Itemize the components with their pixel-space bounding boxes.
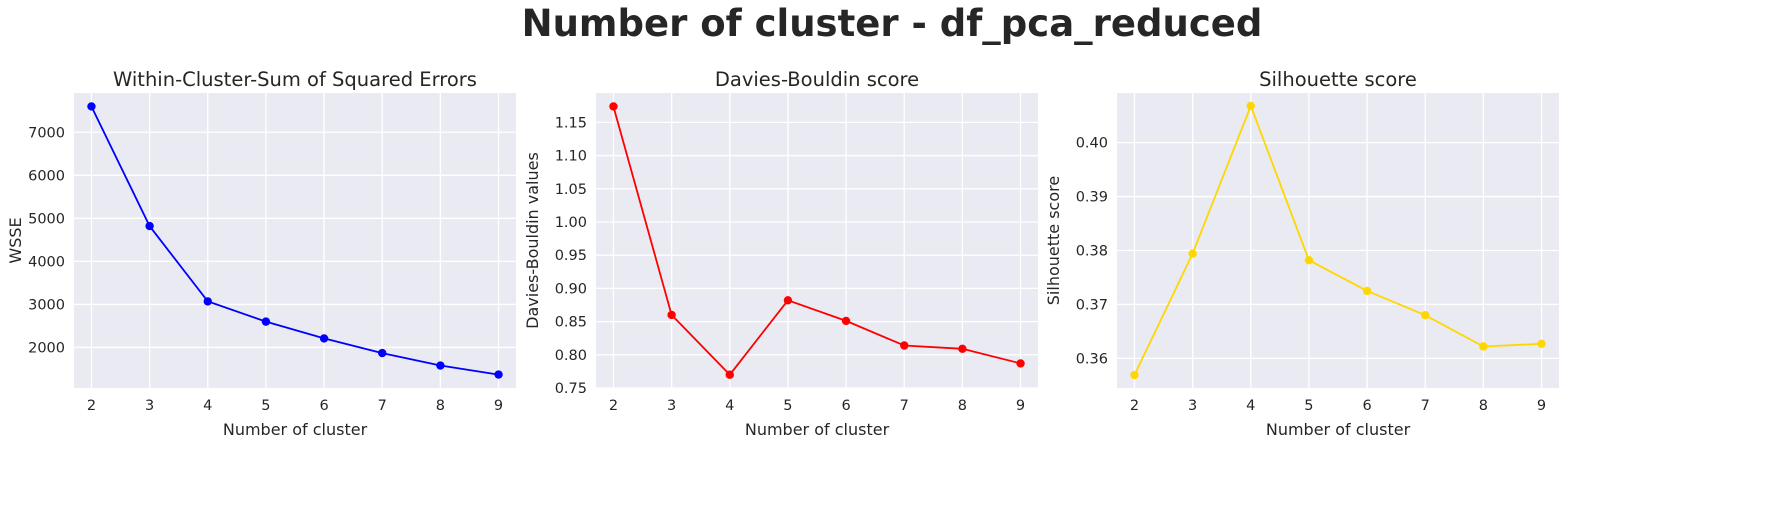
y-tick-label: 0.80	[555, 348, 587, 364]
data-point	[725, 370, 734, 379]
data-point	[1537, 339, 1546, 348]
x-tick-label: 3	[145, 398, 154, 414]
data-point	[1016, 359, 1025, 368]
x-tick-label: 6	[1362, 398, 1371, 414]
x-tick-label: 9	[494, 398, 503, 414]
data-point	[958, 344, 967, 354]
data-point	[1362, 286, 1372, 296]
y-tick-label: 1.10	[555, 149, 587, 165]
x-axis-label: Number of cluster	[1266, 420, 1411, 439]
plot-area-2	[596, 93, 1038, 388]
x-tick-label: 5	[783, 398, 792, 414]
y-tick-label: 0.85	[555, 315, 587, 331]
x-tick-label: 7	[900, 398, 909, 414]
data-point	[145, 221, 154, 231]
y-tick-label: 1.00	[555, 215, 587, 231]
y-tick-label: 0.36	[1076, 351, 1108, 367]
x-tick-label: 8	[436, 398, 445, 414]
panel-title: Within-Cluster-Sum of Squared Errors	[113, 68, 477, 91]
panel-title: Davies-Bouldin score	[715, 68, 919, 91]
series-line	[612, 106, 1021, 377]
y-tick-label: 0.38	[1076, 243, 1108, 259]
x-tick-label: 6	[319, 398, 328, 414]
y-tick-label: 0.40	[1076, 136, 1108, 152]
y-tick-label: 6000	[28, 168, 65, 184]
x-tick-label: 2	[87, 398, 96, 414]
x-tick-label: 9	[1537, 398, 1546, 414]
data-point	[319, 334, 329, 343]
data-point	[667, 310, 676, 320]
series-line	[90, 106, 499, 376]
x-axis-label: Number of cluster	[745, 420, 890, 439]
plot-area-3	[1117, 93, 1559, 388]
x-tick-label: 2	[1130, 398, 1139, 414]
data-point	[900, 341, 909, 350]
data-point	[203, 297, 212, 306]
x-tick-label: 4	[725, 398, 734, 414]
y-tick-label: 0.90	[555, 281, 587, 297]
x-tick-label: 9	[1016, 398, 1025, 414]
data-point	[378, 348, 387, 358]
x-tick-label: 8	[958, 398, 967, 414]
y-tick-label: 0.39	[1076, 190, 1108, 206]
y-tick-label: 0.37	[1076, 297, 1108, 313]
data-point	[436, 361, 445, 370]
data-point	[1246, 101, 1255, 111]
data-point	[261, 317, 271, 326]
data-point	[841, 316, 851, 326]
y-tick-label: 7000	[28, 125, 65, 141]
x-tick-label: 7	[378, 398, 387, 414]
data-point	[783, 296, 793, 305]
data-point	[1479, 342, 1488, 351]
data-point	[1130, 370, 1139, 380]
x-tick-label: 5	[1304, 398, 1313, 414]
panel-title: Silhouette score	[1259, 68, 1417, 91]
data-point	[609, 102, 618, 111]
y-tick-label: 5000	[28, 211, 65, 227]
x-tick-label: 4	[203, 398, 212, 414]
y-tick-label: 1.05	[555, 182, 587, 198]
x-axis-label: Number of cluster	[223, 420, 368, 439]
y-axis-label: Davies-Bouldin values	[523, 152, 542, 329]
data-point	[494, 370, 503, 379]
figure-title: Number of cluster - df_pca_reduced	[521, 2, 1263, 45]
data-point	[1304, 255, 1314, 265]
x-tick-label: 3	[667, 398, 676, 414]
y-tick-label: 1.15	[555, 115, 587, 131]
x-tick-label: 4	[1246, 398, 1255, 414]
y-tick-label: 0.75	[555, 381, 587, 397]
data-point	[1188, 249, 1197, 258]
x-tick-label: 8	[1479, 398, 1488, 414]
x-tick-label: 5	[261, 398, 270, 414]
x-tick-label: 3	[1188, 398, 1197, 414]
x-tick-label: 7	[1421, 398, 1430, 414]
data-point	[87, 102, 96, 111]
x-tick-label: 2	[609, 398, 618, 414]
y-tick-label: 3000	[28, 297, 65, 313]
y-tick-label: 0.95	[555, 248, 587, 264]
y-tick-label: 2000	[28, 340, 65, 356]
x-tick-label: 6	[841, 398, 850, 414]
y-tick-label: 4000	[28, 254, 65, 270]
data-point	[1421, 310, 1430, 320]
y-axis-label: WSSE	[6, 217, 25, 263]
y-axis-label: Silhouette score	[1044, 176, 1063, 305]
plot-area-1	[74, 93, 516, 388]
series-line	[1133, 103, 1542, 376]
